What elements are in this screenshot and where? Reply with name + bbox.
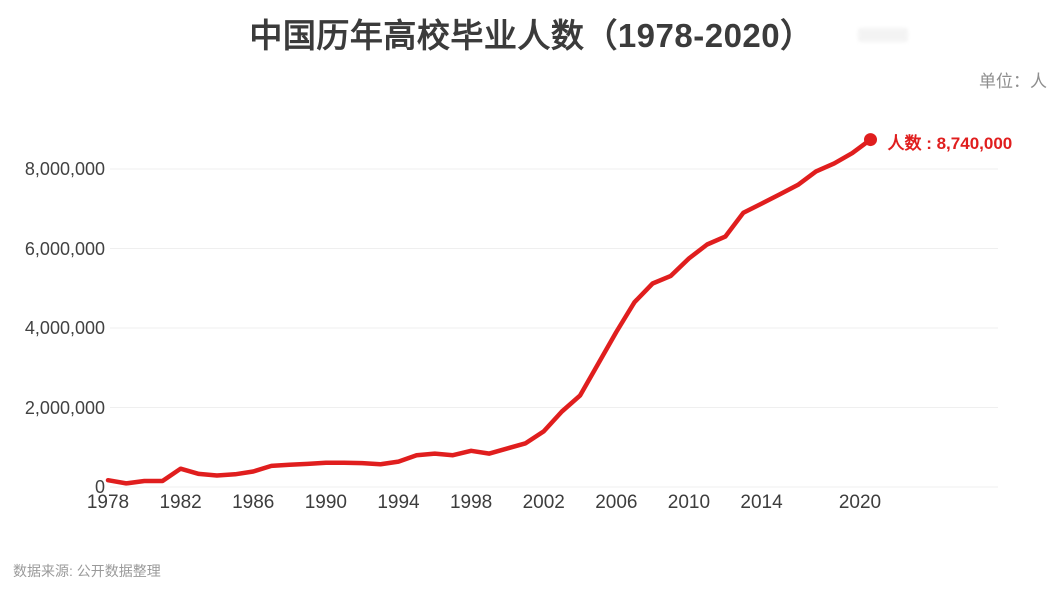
- x-tick-label: 1982: [159, 492, 202, 513]
- x-tick-label: 1986: [232, 492, 275, 513]
- x-tick-label: 2006: [595, 492, 638, 513]
- x-tick-label: 2010: [667, 492, 711, 513]
- watermark: [858, 28, 908, 42]
- y-tick-label: 8,000,000: [24, 159, 105, 179]
- x-tick-label: 1998: [449, 492, 493, 513]
- y-tick-label: 6,000,000: [24, 238, 105, 259]
- endpoint-value-label: 人数 : 8,740,000: [887, 133, 1013, 153]
- x-tick-label: 2014: [740, 492, 783, 513]
- y-tick-label: 2,000,000: [24, 397, 105, 418]
- endpoint-dot: [864, 133, 877, 147]
- x-tick-label: 1990: [304, 492, 347, 513]
- x-tick-label: 2020: [838, 492, 882, 513]
- y-tick-label: 4,000,000: [24, 318, 105, 338]
- x-tick-label: 2002: [522, 492, 565, 513]
- x-tick-label: 1994: [377, 492, 420, 513]
- unit-label: 单位：人: [979, 72, 1047, 91]
- x-tick-label: 1978: [86, 492, 130, 513]
- y-tick-label: 0: [94, 477, 105, 497]
- chart-title: 中国历年高校毕业人数（1978-2020）: [249, 17, 814, 54]
- graduates-line: [105, 137, 873, 486]
- source-note: 数据来源: 公开数据整理: [13, 563, 161, 579]
